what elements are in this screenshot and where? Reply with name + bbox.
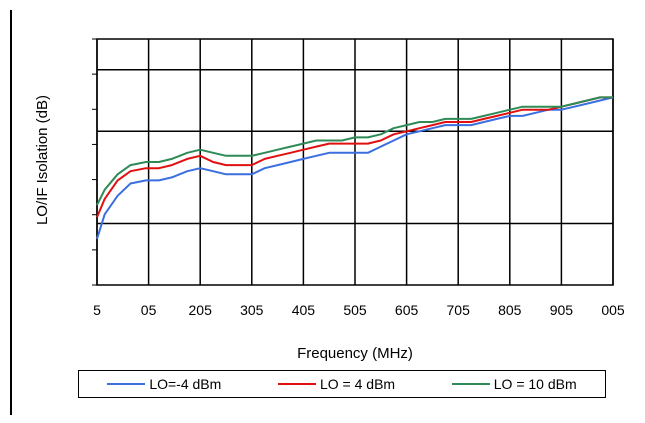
tick-layer: 5 05 205 305 405 505 605 705 805 905 005 (92, 38, 625, 318)
legend-item: LO=-4 dBm (107, 376, 221, 392)
legend-label: LO=-4 dBm (149, 376, 222, 392)
legend: LO=-4 dBm LO = 4 dBm LO = 10 dBm (78, 370, 606, 398)
y-axis-label: LO/IF Isolation (dB) (34, 95, 51, 225)
x-tick-label: 05 (141, 302, 157, 318)
x-axis-label: Frequency (MHz) (297, 345, 413, 362)
legend-label: LO = 4 dBm (319, 376, 396, 392)
grid-layer (96, 38, 614, 286)
series-line (96, 96, 614, 240)
x-tick-label: 305 (240, 302, 264, 318)
x-tick-label: 805 (498, 302, 522, 318)
x-tick-label: 5 (93, 302, 101, 318)
x-tick-label: 705 (447, 302, 471, 318)
legend-swatch (451, 383, 490, 385)
legend-item: LO = 4 dBm (277, 376, 396, 392)
x-tick-label: 405 (292, 302, 316, 318)
frame-line (10, 10, 12, 415)
legend-label: LO = 10 dBm (493, 376, 577, 392)
legend-item: LO = 10 dBm (451, 376, 577, 392)
x-tick-label: 905 (550, 302, 574, 318)
x-tick-label: 505 (343, 302, 367, 318)
x-tick-label: 205 (189, 302, 213, 318)
x-tick-label: 605 (395, 302, 419, 318)
series-line (96, 96, 613, 206)
x-tick-label: 005 (601, 302, 625, 318)
legend-swatch (277, 383, 316, 385)
legend-swatch (107, 383, 146, 385)
series-line (96, 96, 613, 218)
series-layer (96, 96, 614, 240)
